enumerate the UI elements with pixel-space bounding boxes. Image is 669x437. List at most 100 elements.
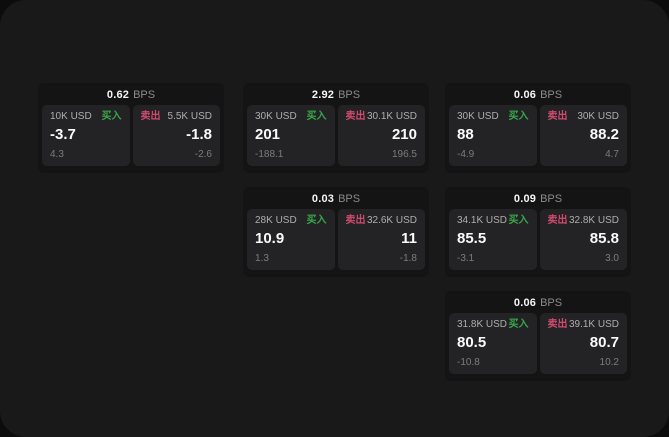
price-panels: 30K USD 买入 201 -188.1 卖出 30.1K USD 210 1… [243, 105, 429, 166]
buy-tag: 买入 [306, 111, 327, 122]
bps-header: 0.62 BPS [38, 83, 224, 105]
quote-card: 2.92 BPS 30K USD 买入 201 -188.1 卖出 30.1K … [243, 83, 429, 173]
buy-panel[interactable]: 34.1K USD 买入 85.5 -3.1 [449, 209, 537, 270]
buy-change: 1.3 [255, 253, 269, 264]
buy-panel-top: 30K USD 买入 [255, 112, 327, 122]
buy-amount: 30K USD [457, 111, 499, 122]
sell-price: 85.8 [589, 230, 619, 247]
bps-header: 0.06 BPS [445, 83, 631, 105]
sell-amount: 32.8K USD [568, 215, 619, 226]
sell-amount: 5.5K USD [167, 111, 212, 122]
buy-panel[interactable]: 31.8K USD 买入 80.5 -10.8 [449, 313, 537, 374]
quote-card: 0.06 BPS 30K USD 买入 88 -4.9 卖出 30K USD 8… [445, 83, 631, 173]
buy-amount: 30K USD [255, 111, 297, 122]
bps-unit-label: BPS [338, 89, 361, 101]
buy-panel-top: 30K USD 买入 [457, 112, 529, 122]
sell-tag: 卖出 [140, 111, 161, 122]
bps-unit-label: BPS [540, 297, 563, 309]
buy-amount: 31.8K USD [457, 319, 508, 330]
buy-price: -3.7 [50, 126, 76, 143]
quote-card: 0.06 BPS 31.8K USD 买入 80.5 -10.8 卖出 39.1… [445, 291, 631, 381]
bps-unit-label: BPS [338, 193, 361, 205]
sell-price: 80.7 [589, 334, 619, 351]
sell-panel[interactable]: 卖出 30.1K USD 210 196.5 [337, 105, 425, 166]
bps-unit-label: BPS [540, 193, 563, 205]
price-panels: 30K USD 买入 88 -4.9 卖出 30K USD 88.2 4.7 [445, 105, 631, 166]
buy-tag: 买入 [508, 111, 529, 122]
buy-amount: 10K USD [50, 111, 92, 122]
sell-panel-top: 卖出 39.1K USD [548, 320, 620, 330]
sell-price: -1.8 [186, 126, 212, 143]
sell-panel-top: 卖出 32.6K USD [346, 216, 418, 226]
buy-price: 10.9 [255, 230, 285, 247]
buy-tag: 买入 [508, 319, 529, 330]
sell-price: 210 [391, 126, 417, 143]
sell-amount: 32.6K USD [366, 215, 417, 226]
bps-value: 0.06 [513, 89, 537, 101]
sell-panel-top: 卖出 30.1K USD [346, 112, 418, 122]
buy-change: 4.3 [50, 149, 64, 160]
buy-price: 88 [457, 126, 474, 143]
quote-card: 0.03 BPS 28K USD 买入 10.9 1.3 卖出 32.6K US… [243, 187, 429, 277]
buy-change: -10.8 [457, 357, 480, 368]
sell-change: -2.6 [194, 149, 212, 160]
buy-panel[interactable]: 30K USD 买入 88 -4.9 [449, 105, 537, 166]
sell-amount: 30.1K USD [366, 111, 417, 122]
price-panels: 31.8K USD 买入 80.5 -10.8 卖出 39.1K USD 80.… [445, 313, 631, 374]
buy-price: 85.5 [457, 230, 487, 247]
bps-header: 0.06 BPS [445, 291, 631, 313]
sell-change: 4.7 [605, 149, 619, 160]
sell-change: -1.8 [399, 253, 417, 264]
bps-value: 0.62 [106, 89, 130, 101]
buy-panel-top: 34.1K USD 买入 [457, 216, 529, 226]
sell-panel[interactable]: 卖出 5.5K USD -1.8 -2.6 [132, 105, 220, 166]
sell-panel[interactable]: 卖出 32.8K USD 85.8 3.0 [539, 209, 627, 270]
sell-amount: 39.1K USD [568, 319, 619, 330]
bps-header: 0.09 BPS [445, 187, 631, 209]
sell-tag: 卖出 [547, 319, 568, 330]
buy-panel-top: 28K USD 买入 [255, 216, 327, 226]
buy-panel[interactable]: 10K USD 买入 -3.7 4.3 [42, 105, 130, 166]
bps-value: 0.06 [513, 297, 537, 309]
sell-amount: 30K USD [577, 111, 619, 122]
sell-tag: 卖出 [547, 215, 568, 226]
buy-amount: 28K USD [255, 215, 297, 226]
price-panels: 34.1K USD 买入 85.5 -3.1 卖出 32.8K USD 85.8… [445, 209, 631, 270]
quote-card: 0.62 BPS 10K USD 买入 -3.7 4.3 卖出 5.5K USD… [38, 83, 224, 173]
sell-change: 10.2 [599, 357, 619, 368]
buy-panel[interactable]: 30K USD 买入 201 -188.1 [247, 105, 335, 166]
price-panels: 10K USD 买入 -3.7 4.3 卖出 5.5K USD -1.8 -2.… [38, 105, 224, 166]
buy-amount: 34.1K USD [457, 215, 508, 226]
buy-tag: 买入 [508, 215, 529, 226]
sell-panel[interactable]: 卖出 39.1K USD 80.7 10.2 [539, 313, 627, 374]
buy-price: 201 [255, 126, 281, 143]
buy-price: 80.5 [457, 334, 487, 351]
buy-panel-top: 31.8K USD 买入 [457, 320, 529, 330]
sell-panel-top: 卖出 32.8K USD [548, 216, 620, 226]
sell-change: 3.0 [605, 253, 619, 264]
buy-change: -188.1 [255, 149, 284, 160]
bps-header: 0.03 BPS [243, 187, 429, 209]
bps-value: 0.03 [311, 193, 335, 205]
bps-unit-label: BPS [540, 89, 563, 101]
buy-tag: 买入 [306, 215, 327, 226]
sell-tag: 卖出 [345, 215, 366, 226]
sell-price: 11 [401, 230, 417, 247]
buy-change: -4.9 [457, 149, 475, 160]
sell-panel-top: 卖出 30K USD [548, 112, 620, 122]
sell-panel[interactable]: 卖出 32.6K USD 11 -1.8 [337, 209, 425, 270]
sell-panel[interactable]: 卖出 30K USD 88.2 4.7 [539, 105, 627, 166]
bps-header: 2.92 BPS [243, 83, 429, 105]
sell-price: 88.2 [589, 126, 619, 143]
buy-panel-top: 10K USD 买入 [50, 112, 122, 122]
bps-unit-label: BPS [133, 89, 156, 101]
bps-value: 2.92 [311, 89, 335, 101]
buy-change: -3.1 [457, 253, 475, 264]
buy-tag: 买入 [101, 111, 122, 122]
sell-tag: 卖出 [547, 111, 568, 122]
price-panels: 28K USD 买入 10.9 1.3 卖出 32.6K USD 11 -1.8 [243, 209, 429, 270]
sell-change: 196.5 [391, 149, 417, 160]
buy-panel[interactable]: 28K USD 买入 10.9 1.3 [247, 209, 335, 270]
sell-tag: 卖出 [345, 111, 366, 122]
